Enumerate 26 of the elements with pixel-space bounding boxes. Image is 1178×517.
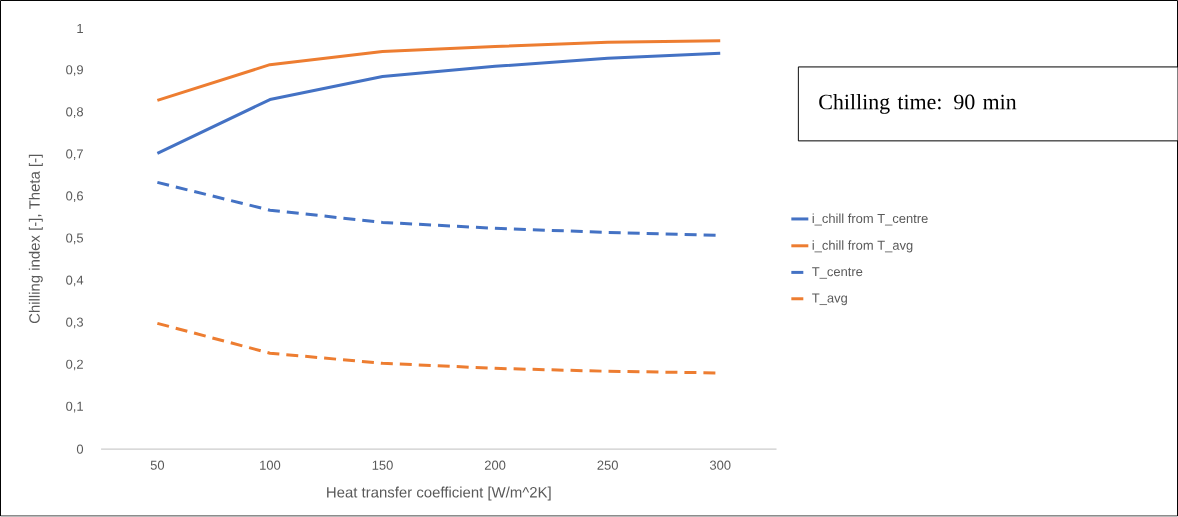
x-tick-label: 300 [709, 460, 731, 470]
legend-label: T_centre [812, 267, 863, 279]
line-series [155, 39, 722, 103]
x-tick-label: 250 [597, 460, 618, 470]
x-tick-label: 200 [484, 460, 506, 470]
y-tick-label: 0,7 [66, 149, 83, 161]
y-tick-label: 0,4 [66, 275, 84, 287]
y-tick-label: 0,8 [66, 107, 84, 119]
x-axis-title: Heat transfer coefficient [W/m^2K] [327, 486, 551, 501]
x-tick-label: 150 [372, 460, 393, 470]
line-series [155, 52, 722, 156]
y-tick-label: 0,9 [66, 65, 83, 77]
y-tick-label: 0,3 [66, 317, 84, 329]
y-tick-label: 0,2 [66, 359, 83, 371]
y-tick-label: 1 [77, 24, 83, 34]
legend-label: i_chill from T_avg [812, 240, 913, 253]
legend-label: T_avg [812, 293, 847, 306]
y-tick-label: 0 [76, 444, 84, 454]
y-axis-title: Chilling index [-], Theta [-] [28, 155, 43, 324]
text: Chilling time: 90 min [819, 94, 1017, 115]
legend-label: i_chill from T_centre [812, 213, 928, 226]
y-tick-label: 0,5 [66, 233, 84, 245]
x-tick-label: 50 [150, 460, 165, 470]
y-tick-label: 0,6 [66, 191, 84, 203]
y-tick-label: 0,1 [66, 401, 83, 413]
x-tick-label: 100 [260, 460, 281, 470]
